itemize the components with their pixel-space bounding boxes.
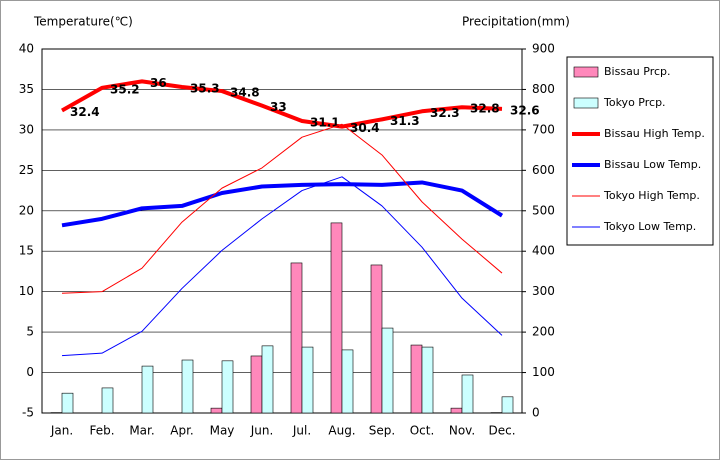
- bar: [291, 263, 302, 413]
- data-label: 32.3: [430, 106, 460, 120]
- bar: [262, 346, 273, 413]
- bar: [102, 388, 113, 413]
- bar: [342, 350, 353, 413]
- bar: [302, 347, 313, 413]
- data-label: 32.4: [70, 105, 100, 119]
- y2-tick-label: 500: [532, 203, 555, 217]
- x-tick-label: Aug.: [328, 424, 355, 438]
- y2-axis-title: Precipitation(mm): [462, 15, 570, 29]
- y2-tick-label: 900: [532, 42, 555, 56]
- data-label: 34.8: [230, 86, 260, 100]
- legend-swatch: [574, 98, 598, 108]
- x-tick-label: Mar.: [129, 424, 154, 438]
- data-label: 32.8: [470, 102, 500, 116]
- x-tick-label: May: [210, 424, 235, 438]
- x-tick-label: Apr.: [170, 424, 193, 438]
- bar: [222, 361, 233, 413]
- y2-tick-label: 800: [532, 82, 555, 96]
- x-tick-label: Sep.: [369, 424, 395, 438]
- data-label: 31.1: [310, 115, 340, 129]
- bar: [462, 375, 473, 413]
- y-tick-label: 15: [19, 244, 34, 258]
- legend-label: Bissau Low Temp.: [604, 158, 701, 171]
- bar: [502, 397, 513, 413]
- y-tick-label: 35: [19, 82, 34, 96]
- bar: [251, 356, 262, 413]
- data-label: 33: [270, 100, 287, 114]
- legend-label: Bissau High Temp.: [604, 127, 705, 140]
- bar: [411, 345, 422, 413]
- bar: [451, 408, 462, 413]
- x-tick-label: Dec.: [488, 424, 515, 438]
- legend-label: Tokyo Low Temp.: [603, 220, 696, 233]
- y-tick-label: -5: [22, 406, 34, 420]
- legend-box: [567, 57, 713, 245]
- y2-tick-label: 700: [532, 122, 555, 136]
- data-label: 31.3: [390, 114, 420, 128]
- legend-label: Tokyo High Temp.: [603, 189, 700, 202]
- x-tick-label: Jun.: [250, 424, 274, 438]
- bar: [382, 328, 393, 413]
- legend-swatch: [574, 67, 598, 77]
- bar: [331, 223, 342, 413]
- y2-tick-label: 200: [532, 325, 555, 339]
- y-tick-label: 40: [19, 42, 34, 56]
- y-tick-label: 10: [19, 284, 34, 298]
- bar: [371, 265, 382, 413]
- bar: [142, 366, 153, 413]
- data-label: 35.3: [190, 82, 220, 96]
- x-tick-label: Jul.: [292, 424, 311, 438]
- x-tick-label: Nov.: [449, 424, 475, 438]
- y2-tick-label: 0: [532, 406, 540, 420]
- y-tick-label: 20: [19, 203, 34, 217]
- y-tick-label: 0: [26, 365, 34, 379]
- x-tick-label: Jan.: [50, 424, 73, 438]
- y-tick-label: 25: [19, 163, 34, 177]
- y2-tick-label: 300: [532, 284, 555, 298]
- bar: [182, 360, 193, 413]
- bar: [62, 393, 73, 413]
- bar: [422, 347, 433, 413]
- y-axis-title: Temperature(℃): [33, 15, 133, 29]
- bar: [211, 408, 222, 413]
- data-label: 35.2: [110, 82, 140, 96]
- y2-tick-label: 400: [532, 244, 555, 258]
- x-tick-label: Feb.: [89, 424, 114, 438]
- y2-tick-label: 100: [532, 365, 555, 379]
- data-label: 32.6: [510, 103, 540, 117]
- legend-label: Tokyo Prcp.: [603, 96, 666, 109]
- y-tick-label: 5: [26, 325, 34, 339]
- y2-tick-label: 600: [532, 163, 555, 177]
- x-tick-label: Oct.: [410, 424, 435, 438]
- data-label: 30.4: [350, 121, 380, 135]
- legend-label: Bissau Prcp.: [604, 65, 671, 78]
- y-tick-label: 30: [19, 122, 34, 136]
- data-label: 36: [150, 76, 167, 90]
